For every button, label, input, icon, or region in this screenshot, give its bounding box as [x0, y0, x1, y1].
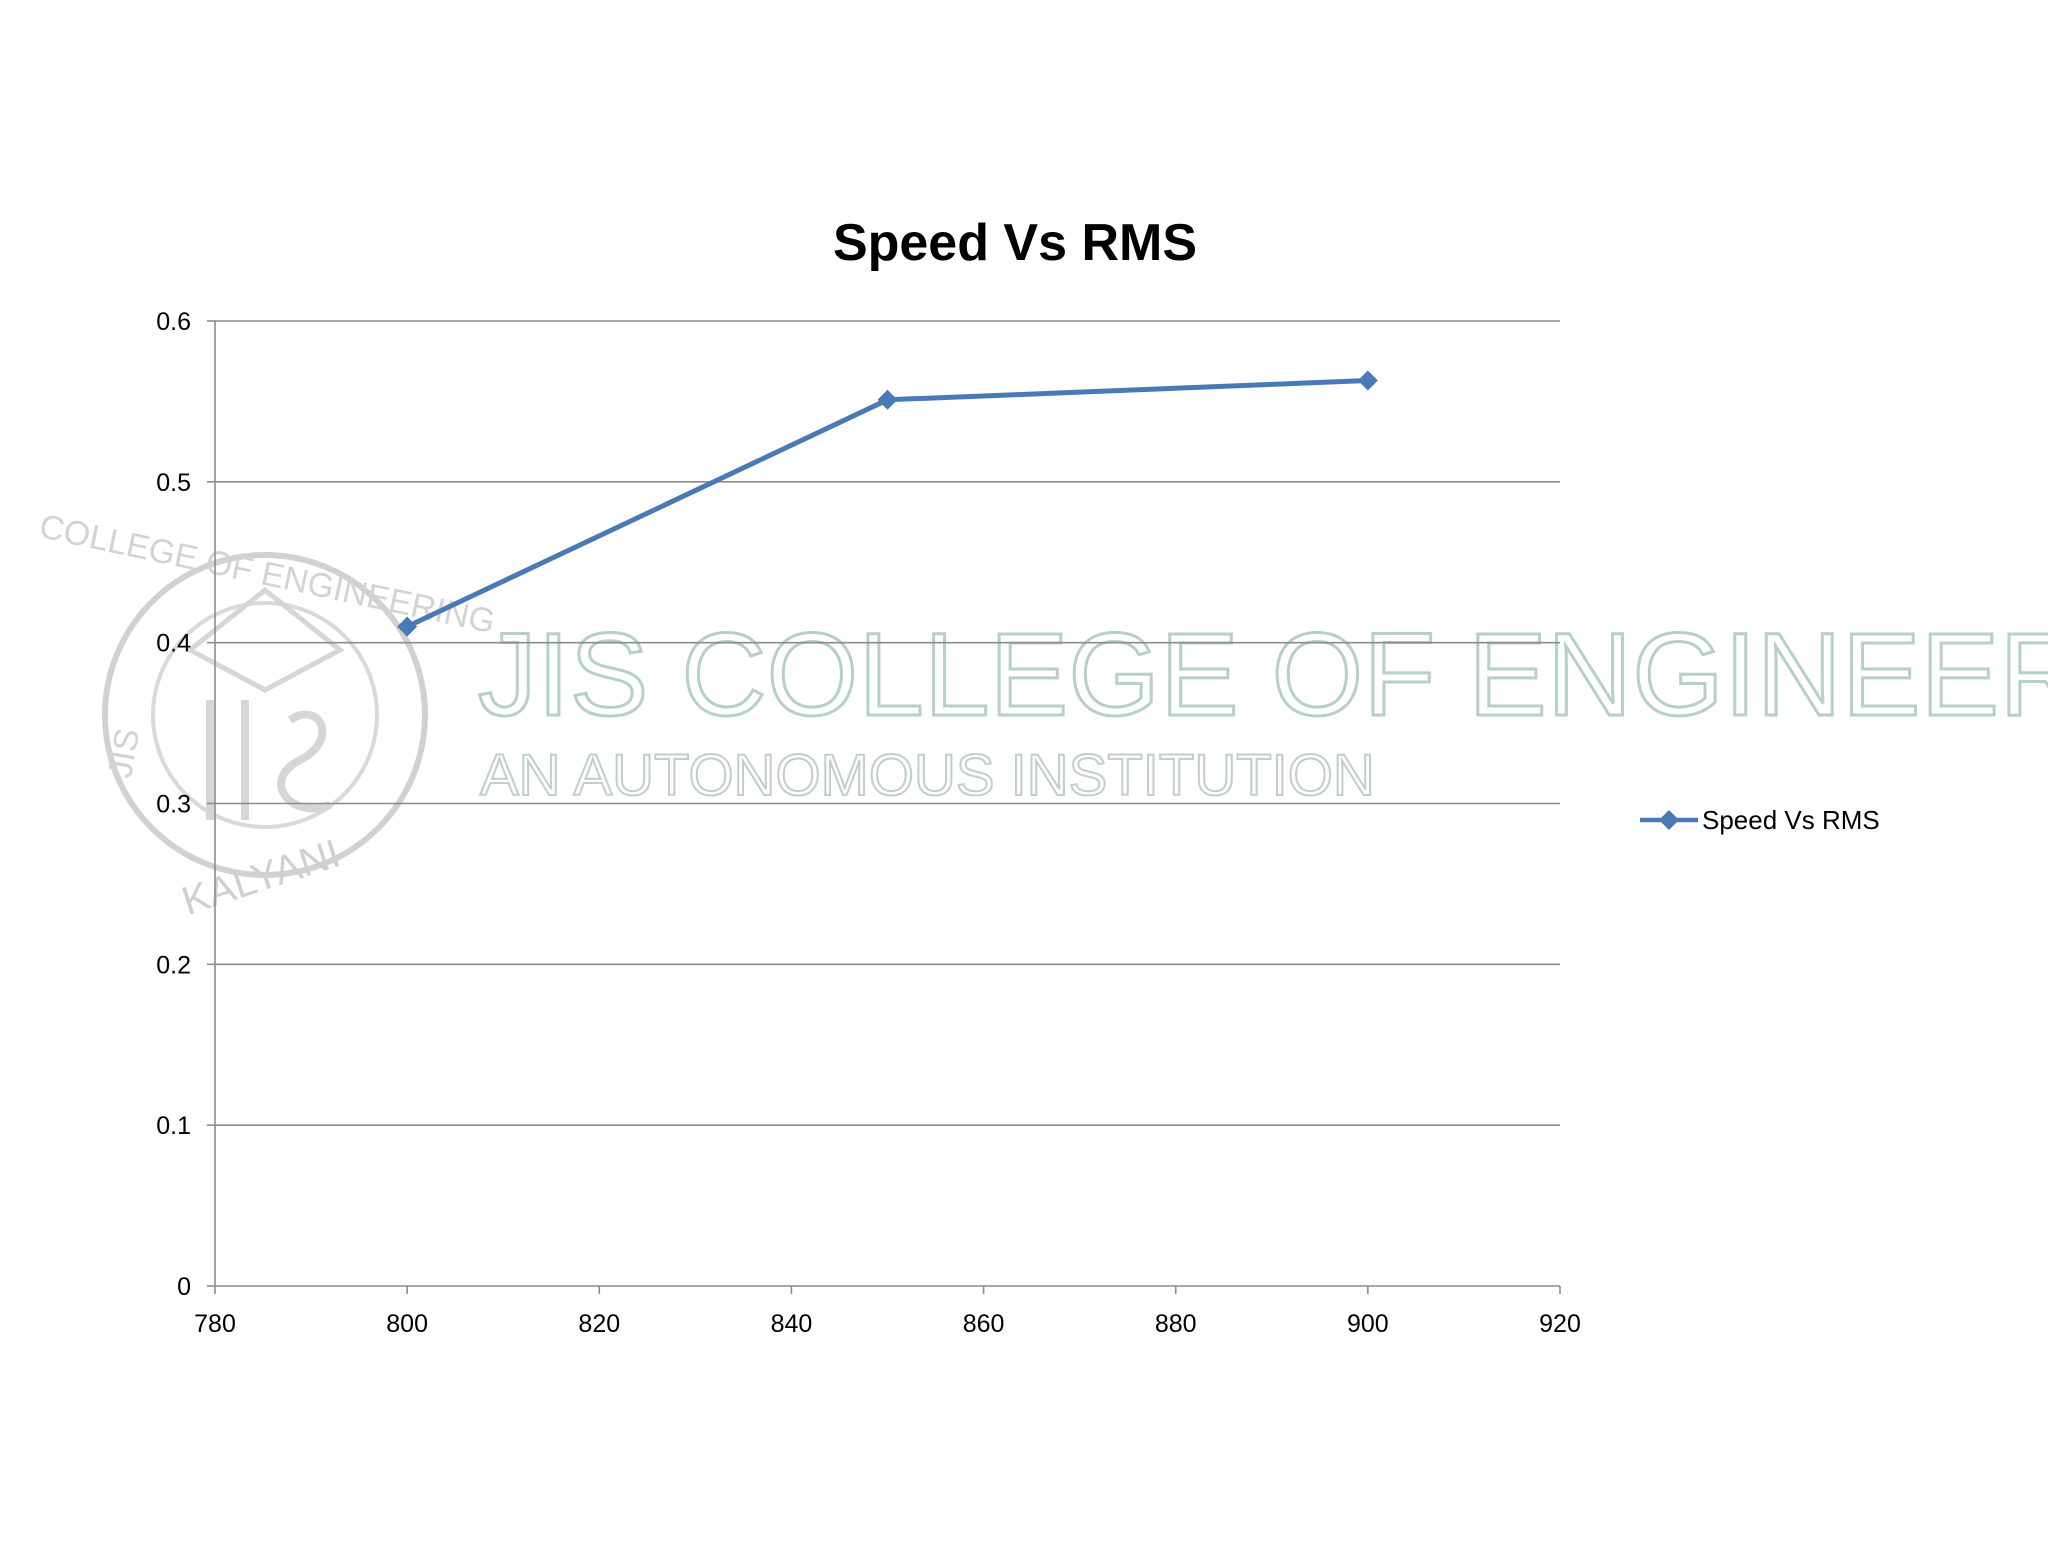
y-tick-labels: 0 0.1 0.2 0.3 0.4 0.5 0.6	[156, 308, 191, 1301]
watermark-seal-side: JIS	[101, 726, 147, 781]
y-tick-label: 0.1	[156, 1112, 191, 1140]
series-line	[406, 378, 1368, 629]
watermark-subtitle: AN AUTONOMOUS INSTITUTION	[480, 743, 1375, 808]
x-tick-label: 880	[1155, 1310, 1197, 1338]
legend: Speed Vs RMS	[1640, 805, 1880, 835]
data-point	[877, 389, 898, 410]
y-tick-label: 0.5	[156, 469, 191, 497]
x-tick-label: 920	[1539, 1310, 1581, 1338]
legend-marker	[1659, 810, 1679, 830]
y-tick-label: 0	[177, 1273, 191, 1301]
y-tick-label: 0.6	[156, 308, 191, 336]
watermark-seal: COLLEGE OF ENGINEERING JIS KALYANI	[36, 507, 499, 923]
data-point	[1357, 370, 1378, 391]
x-tick-label: 900	[1347, 1310, 1389, 1338]
y-tick-label: 0.2	[156, 951, 191, 979]
chart-title: Speed Vs RMS	[833, 214, 1197, 272]
series	[397, 370, 1378, 637]
watermark-seal-bottom: KALYANI	[177, 832, 346, 924]
x-tick-label: 820	[578, 1310, 620, 1338]
y-tick-label: 0.4	[156, 630, 191, 658]
x-tick-label: 840	[771, 1310, 813, 1338]
axes	[207, 320, 1561, 1294]
gridlines	[215, 320, 1560, 1126]
legend-label: Speed Vs RMS	[1702, 805, 1880, 835]
x-tick-labels: 780 800 820 840 860 880 900 920	[194, 1310, 1581, 1338]
data-point	[397, 616, 418, 637]
x-tick-label: 780	[194, 1310, 236, 1338]
x-tick-label: 860	[963, 1310, 1005, 1338]
watermark-institution: JIS COLLEGE OF ENGINEERING	[478, 609, 2048, 741]
watermark: COLLEGE OF ENGINEERING JIS KALYANI JIS C…	[36, 507, 2048, 923]
y-tick-label: 0.3	[156, 791, 191, 819]
x-tick-label: 800	[386, 1310, 428, 1338]
watermark-seal-top: COLLEGE OF ENGINEERING	[36, 507, 499, 641]
